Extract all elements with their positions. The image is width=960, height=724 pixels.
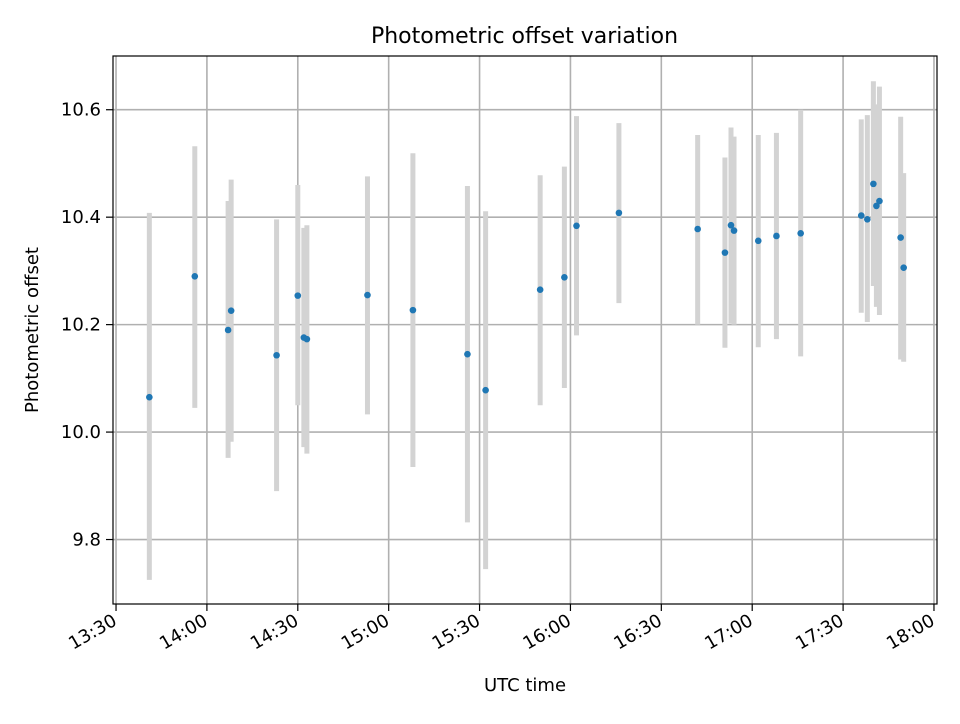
data-point — [773, 232, 780, 240]
y-tick-label: 10.2 — [61, 315, 101, 336]
data-point — [303, 335, 311, 343]
data-points — [146, 180, 907, 401]
data-point — [615, 209, 623, 217]
plot-frame — [112, 55, 938, 605]
data-point — [900, 264, 907, 271]
data-point — [224, 326, 232, 334]
y-tick-label: 10.4 — [61, 207, 101, 228]
data-point — [573, 222, 580, 230]
data-point — [364, 291, 371, 299]
chart-title: Photometric offset variation — [371, 24, 678, 49]
x-axis-label: UTC time — [484, 675, 566, 696]
data-point — [294, 292, 302, 299]
y-tick-label: 10.0 — [61, 422, 101, 443]
data-point — [409, 306, 417, 314]
data-point — [561, 274, 568, 281]
data-point — [482, 386, 489, 394]
data-point — [694, 225, 701, 233]
data-point — [464, 350, 471, 358]
data-point — [191, 272, 199, 280]
data-point — [146, 393, 153, 401]
data-point — [857, 212, 865, 219]
y-axis: 9.8 10.0 10.2 10.4 10.6 — [61, 100, 113, 551]
data-point — [227, 307, 235, 314]
data-point — [721, 249, 729, 256]
data-point — [536, 286, 544, 294]
data-point — [876, 197, 883, 205]
data-point — [754, 237, 762, 245]
grid-lines — [113, 56, 937, 604]
data-point — [873, 202, 880, 210]
data-point — [727, 221, 735, 229]
data-point — [273, 351, 280, 359]
data-point — [870, 180, 877, 188]
data-point — [797, 229, 804, 237]
data-point — [730, 227, 738, 234]
y-tick-label: 9.8 — [72, 530, 101, 551]
data-point — [864, 216, 871, 223]
y-axis-label: Photometric offset — [22, 247, 43, 413]
y-tick-label: 10.6 — [61, 100, 101, 121]
data-point — [897, 234, 904, 241]
